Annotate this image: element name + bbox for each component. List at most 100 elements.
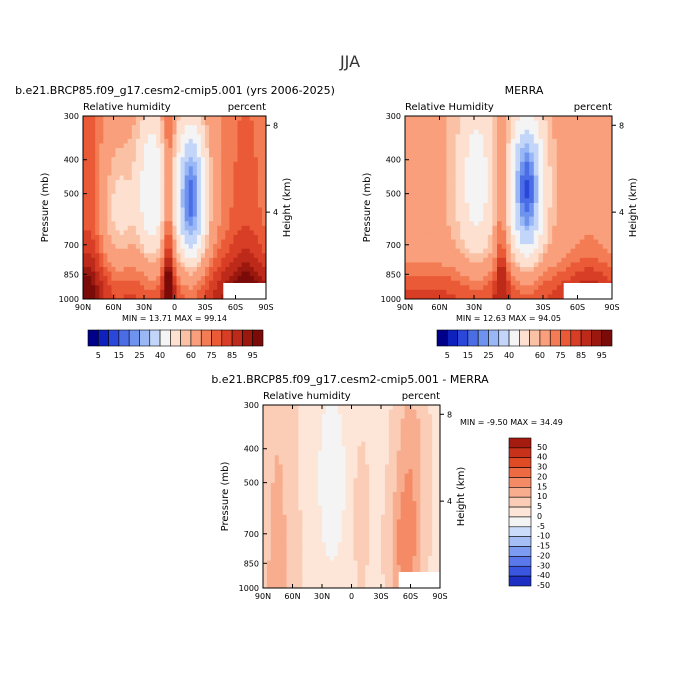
- contour-cell: [437, 129, 443, 135]
- contour-cell: [103, 138, 108, 144]
- contour-cell: [337, 565, 343, 571]
- contour-cell: [515, 271, 521, 277]
- contour-cell: [213, 175, 218, 181]
- contour-cell: [294, 496, 299, 502]
- min-max-stats: MIN = 12.63 MAX = 94.05: [456, 314, 561, 323]
- contour-cell: [298, 533, 303, 539]
- contour-cell: [552, 276, 558, 282]
- contour-cell: [365, 482, 370, 488]
- contour-cell: [107, 244, 112, 250]
- contour-cell: [103, 280, 108, 286]
- contour-cell: [225, 212, 230, 218]
- contour-cell: [478, 285, 484, 291]
- contour-cell: [524, 234, 530, 240]
- contour-cell: [278, 510, 284, 516]
- contour-cell: [602, 244, 608, 250]
- contour-cell: [446, 125, 452, 131]
- contour-cell: [209, 266, 214, 272]
- contour-cell: [373, 446, 378, 452]
- contour-cell: [322, 551, 327, 557]
- contour-cell: [87, 189, 92, 195]
- contour-cell: [278, 574, 284, 580]
- contour-cell: [437, 152, 443, 158]
- contour-cell: [361, 437, 366, 442]
- contour-cell: [506, 212, 512, 218]
- contour-cell: [437, 170, 443, 176]
- contour-cell: [229, 212, 234, 218]
- contour-cell: [533, 225, 539, 231]
- contour-cell: [333, 432, 339, 438]
- contour-cell: [253, 230, 259, 236]
- contour-cell: [437, 253, 443, 259]
- contour-cell: [156, 161, 161, 167]
- contour-cell: [524, 116, 530, 121]
- contour-cell: [135, 198, 141, 204]
- contour-cell: [428, 148, 433, 154]
- contour-cell: [469, 216, 475, 222]
- contour-cell: [455, 234, 461, 240]
- contour-cell: [373, 551, 378, 557]
- contour-cell: [221, 253, 226, 259]
- contour-cell: [237, 148, 242, 154]
- contour-cell: [200, 207, 206, 213]
- contour-cell: [341, 459, 346, 465]
- contour-cell: [469, 225, 475, 231]
- right-label: percent: [574, 102, 612, 113]
- contour-cell: [286, 560, 291, 566]
- contour-cell: [282, 555, 287, 561]
- contour-cell: [302, 514, 307, 520]
- contour-cell: [478, 230, 484, 236]
- contour-cell: [570, 148, 576, 154]
- contour-cell: [306, 491, 311, 497]
- contour-cell: [298, 473, 303, 479]
- contour-cell: [501, 157, 507, 163]
- contour-cell: [322, 455, 327, 461]
- contour-cell: [196, 152, 202, 158]
- contour-cell: [515, 266, 521, 272]
- contour-cell: [492, 189, 498, 195]
- left-label: Relative humidity: [83, 102, 171, 113]
- contour-cell: [510, 294, 516, 300]
- contour-cell: [180, 148, 186, 154]
- contour-cell: [225, 193, 230, 199]
- contour-cell: [593, 253, 599, 259]
- contour-cell: [349, 505, 354, 511]
- contour-cell: [233, 266, 238, 272]
- contour-cell: [115, 134, 120, 140]
- colorbar-swatch: [488, 329, 500, 347]
- contour-cell: [302, 537, 307, 543]
- contour-cell: [95, 216, 100, 222]
- contour-cell: [176, 276, 181, 282]
- contour-cell: [418, 166, 424, 172]
- contour-cell: [139, 289, 145, 295]
- contour-cell: [501, 216, 507, 222]
- contour-cell: [263, 583, 268, 589]
- contour-cell: [361, 482, 366, 488]
- contour-cell: [474, 125, 479, 131]
- contour-cell: [184, 120, 190, 126]
- contour-cell: [172, 184, 177, 190]
- contour-cell: [221, 189, 226, 195]
- contour-cell: [361, 478, 366, 484]
- contour-cell: [127, 280, 133, 286]
- contour-cell: [180, 193, 186, 199]
- contour-cell: [446, 120, 452, 126]
- contour-cell: [520, 116, 525, 121]
- contour-cell: [405, 225, 410, 231]
- contour-cell: [552, 266, 558, 272]
- contour-cell: [91, 152, 96, 158]
- contour-cell: [148, 212, 153, 218]
- contour-cell: [196, 161, 202, 167]
- contour-cell: [95, 125, 100, 131]
- contour-cell: [95, 234, 100, 240]
- contour-cell: [274, 482, 280, 488]
- contour-cell: [515, 180, 521, 186]
- contour-cell: [325, 555, 331, 561]
- contour-cell: [353, 487, 358, 493]
- contour-cell: [384, 464, 390, 470]
- contour-cell: [423, 202, 429, 208]
- contour-cell: [515, 230, 521, 236]
- contour-cell: [497, 285, 502, 291]
- contour-cell: [180, 239, 186, 245]
- contour-cell: [103, 157, 108, 163]
